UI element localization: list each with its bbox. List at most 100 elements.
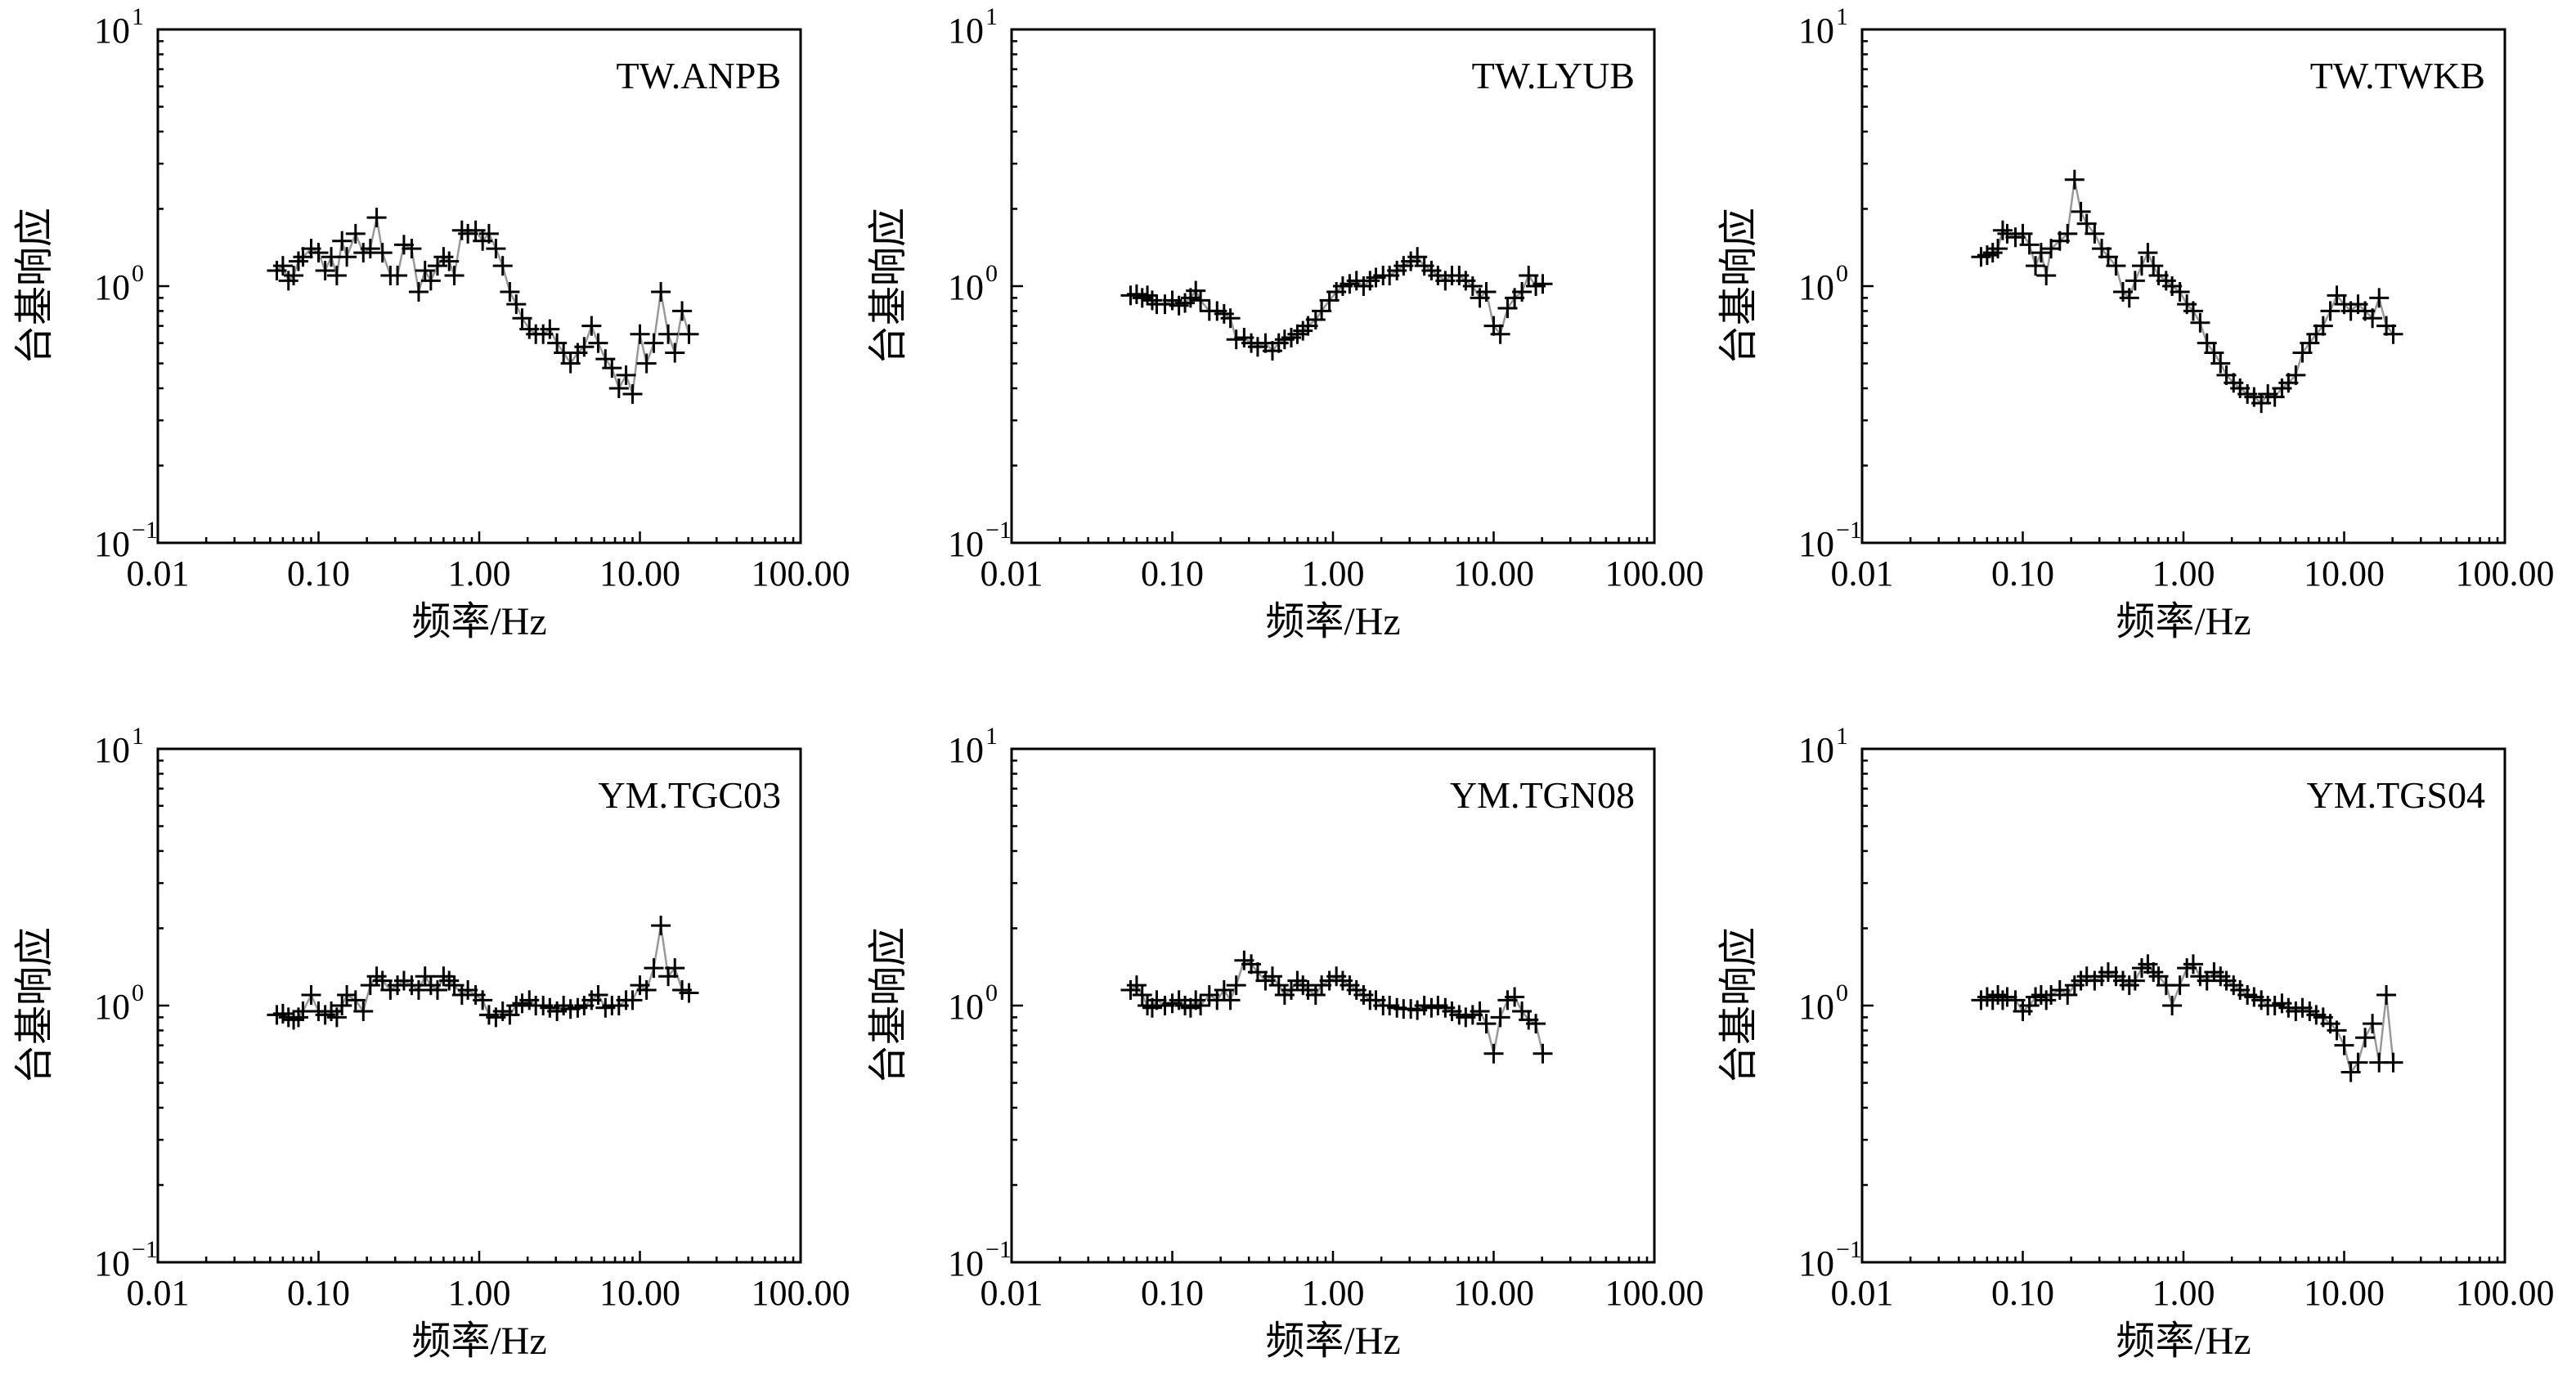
data-point-plus-marker [636,979,657,1000]
data-point-plus-marker [665,343,685,363]
y-tick-label: 10 [948,267,984,307]
y-tick-label: 10 [1798,524,1834,564]
x-axis-title: 频率/Hz [2116,600,2251,643]
data-point-plus-marker [644,958,664,979]
data-point-plus-marker [372,970,393,991]
data-point-plus-marker [360,239,380,259]
y-tick-exponent: 1 [985,3,998,30]
data-point-plus-marker [658,324,679,344]
data-point-plus-marker [332,231,352,251]
x-tick-label: 0.10 [287,553,350,594]
y-axis-title: 台基响应 [1717,927,1761,1084]
data-point-plus-marker [326,266,347,286]
data-point-plus-marker [1992,220,2013,240]
x-tick-label: 0.01 [1831,1273,1894,1313]
y-tick-base: 10 [1798,987,1834,1027]
x-tick-label: 0.10 [1991,553,2054,594]
y-tick-label: 10 [948,987,984,1027]
y-tick-base: 10 [94,267,130,307]
data-point-plus-marker [315,260,335,280]
data-point-plus-marker [408,281,429,302]
data-point-plus-marker [2031,243,2051,263]
data-point-plus-marker [1312,301,1332,321]
data-point-plus-marker [2143,962,2164,983]
data-point-plus-marker [2383,324,2403,344]
x-axis-title: 频率/Hz [1265,1320,1400,1363]
data-point-plus-marker [2334,1035,2354,1055]
data-point-plus-marker [345,990,366,1010]
station-label: YM.TGC03 [598,774,781,816]
data-point-plus-marker [2376,985,2397,1006]
data-point-plus-marker [308,243,329,263]
y-tick-label: 10 [1798,730,1834,770]
x-tick-label: 10.00 [1453,553,1534,594]
y-tick-base: 10 [948,1243,984,1284]
y-tick-base: 10 [948,987,984,1027]
data-point-plus-marker [2170,281,2190,302]
data-point-plus-marker [301,985,321,1006]
y-axis-title: 台基响应 [867,208,910,365]
data-point-plus-marker [560,353,581,374]
data-point-plus-marker [1226,329,1246,350]
data-point-plus-marker [1476,1014,1497,1034]
data-point-plus-marker [1470,1001,1490,1021]
y-tick-label: 10 [94,524,130,564]
x-axis-title: 频率/Hz [411,600,546,643]
station-label: TW.ANPB [617,55,782,96]
data-point-plus-marker [1138,285,1158,306]
y-tick-exponent: 0 [985,260,998,287]
data-point-plus-marker [278,271,298,291]
y-tick-label: 10 [94,730,130,770]
y-tick-base: 10 [94,1243,130,1284]
data-point-plus-marker [2058,223,2078,244]
y-tick-base: 10 [94,730,130,770]
data-point-plus-marker [2210,353,2231,374]
data-point-plus-marker [2064,169,2085,190]
data-point-plus-marker [1293,320,1313,341]
data-point-plus-marker [608,378,629,398]
x-axis-title: 频率/Hz [411,1320,546,1363]
data-point-plus-marker [1132,985,1152,1006]
y-tick-label: 10 [1798,267,1834,307]
data-point-plus-marker [622,383,643,404]
data-point-plus-marker [500,281,520,302]
data-point-plus-marker [2019,235,2040,255]
data-point-plus-marker [2162,996,2183,1015]
data-point-plus-marker [1142,290,1162,311]
data-point-plus-marker [630,324,650,344]
data-point-plus-marker [1526,1014,1546,1034]
data-point-plus-marker [1226,975,1246,996]
data-point-plus-marker [574,337,595,357]
x-tick-label: 1.00 [448,553,511,594]
y-tick-exponent: 0 [1836,979,1848,1006]
data-point-plus-marker [2076,213,2097,234]
data-point-plus-marker [2383,1052,2403,1073]
data-point-plus-marker [293,247,313,267]
y-tick-base: 10 [1798,267,1834,307]
y-tick-exponent: −1 [132,517,158,544]
y-tick-base: 10 [1798,1243,1834,1284]
y-axis-title: 台基响应 [867,927,910,1084]
data-point-plus-marker [2106,256,2126,276]
data-point-plus-marker [473,990,493,1010]
data-point-plus-marker [1533,274,1553,294]
data-point-plus-marker [1490,324,1510,344]
data-point-plus-marker [288,251,308,271]
data-point-plus-marker [337,247,357,267]
y-tick-base: 10 [948,730,984,770]
x-tick-label: 0.10 [287,1273,350,1313]
y-tick-base: 10 [948,267,984,307]
y-tick-label: 10 [948,730,984,770]
data-point-plus-marker [1988,985,2008,1006]
y-tick-base: 10 [1798,730,1834,770]
data-point-plus-marker [372,243,393,263]
data-point-plus-marker [2369,288,2390,308]
data-point-plus-marker [1997,987,2017,1007]
data-point-plus-marker [2125,970,2145,991]
data-point-plus-marker [337,985,357,1006]
y-tick-exponent: 0 [1836,260,1848,287]
y-tick-label: 10 [1798,11,1834,51]
x-tick-label: 1.00 [1302,553,1365,594]
